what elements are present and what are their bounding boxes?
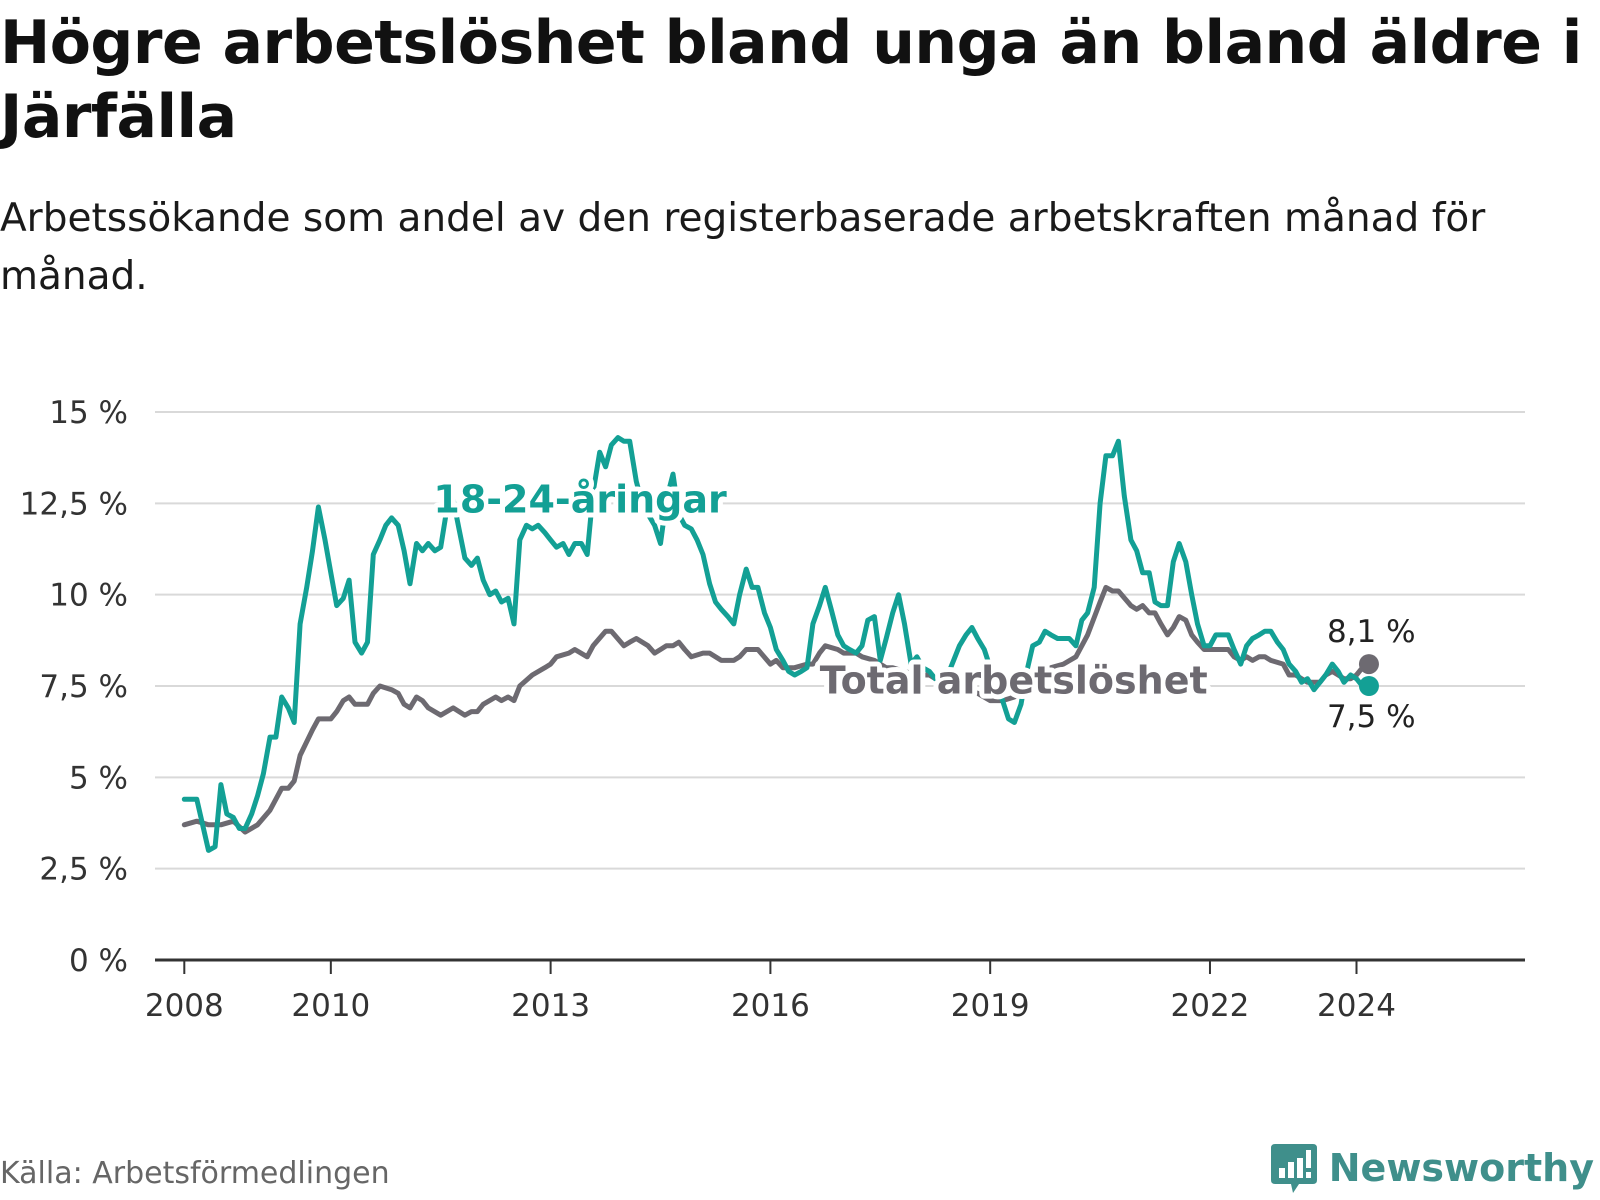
y-tick-label: 0 % bbox=[69, 943, 128, 979]
x-tick-label: 2013 bbox=[511, 988, 590, 1024]
y-tick-label: 10 % bbox=[49, 578, 128, 614]
end-label-youth: 7,5 % bbox=[1327, 699, 1416, 735]
series-end-point-0 bbox=[1358, 676, 1379, 696]
chart-title: Högre arbetslöshet bland unga än bland ä… bbox=[0, 8, 1582, 152]
x-tick-label: 2022 bbox=[1171, 988, 1250, 1024]
source-note: Källa: Arbetsförmedlingen bbox=[0, 1156, 390, 1191]
y-tick-label: 5 % bbox=[69, 760, 128, 796]
x-tick-label: 2024 bbox=[1317, 988, 1396, 1024]
series-line-1 bbox=[181, 584, 1372, 835]
x-tick-label: 2019 bbox=[951, 988, 1030, 1024]
y-tick-label: 7,5 % bbox=[39, 669, 128, 705]
x-tick-label: 2010 bbox=[291, 988, 370, 1024]
y-tick-label: 2,5 % bbox=[39, 852, 128, 888]
x-tick-label: 2016 bbox=[731, 988, 810, 1024]
grid-lines bbox=[155, 411, 1525, 870]
y-tick-label: 15 % bbox=[49, 395, 128, 431]
end-label-total: 8,1 % bbox=[1327, 614, 1416, 650]
newsworthy-logo-icon bbox=[1270, 1144, 1317, 1193]
x-tick-label: 2008 bbox=[145, 988, 224, 1024]
series-lines bbox=[181, 435, 1379, 853]
y-tick-label: 12,5 % bbox=[20, 486, 128, 522]
series-line-0 bbox=[181, 435, 1372, 853]
brand: Newsworthy bbox=[1269, 1140, 1594, 1196]
series-label-1: Total arbetslöshet bbox=[820, 659, 1208, 703]
chart-subtitle: Arbetssökande som andel av den registerb… bbox=[0, 196, 1486, 299]
series-labels: 18-24-åringar Total arbetslöshet 8,1 % 7,5 … bbox=[428, 473, 1416, 735]
series-end-point-1 bbox=[1358, 654, 1379, 675]
brand-name: Newsworthy bbox=[1328, 1146, 1594, 1190]
axes: 0 % 2,5 % 5 % 7,5 % 10 % 12,5 % 15 % 2008 2010 20… bbox=[20, 395, 1525, 1024]
series-label-0: 18-24-åringar bbox=[433, 478, 727, 522]
